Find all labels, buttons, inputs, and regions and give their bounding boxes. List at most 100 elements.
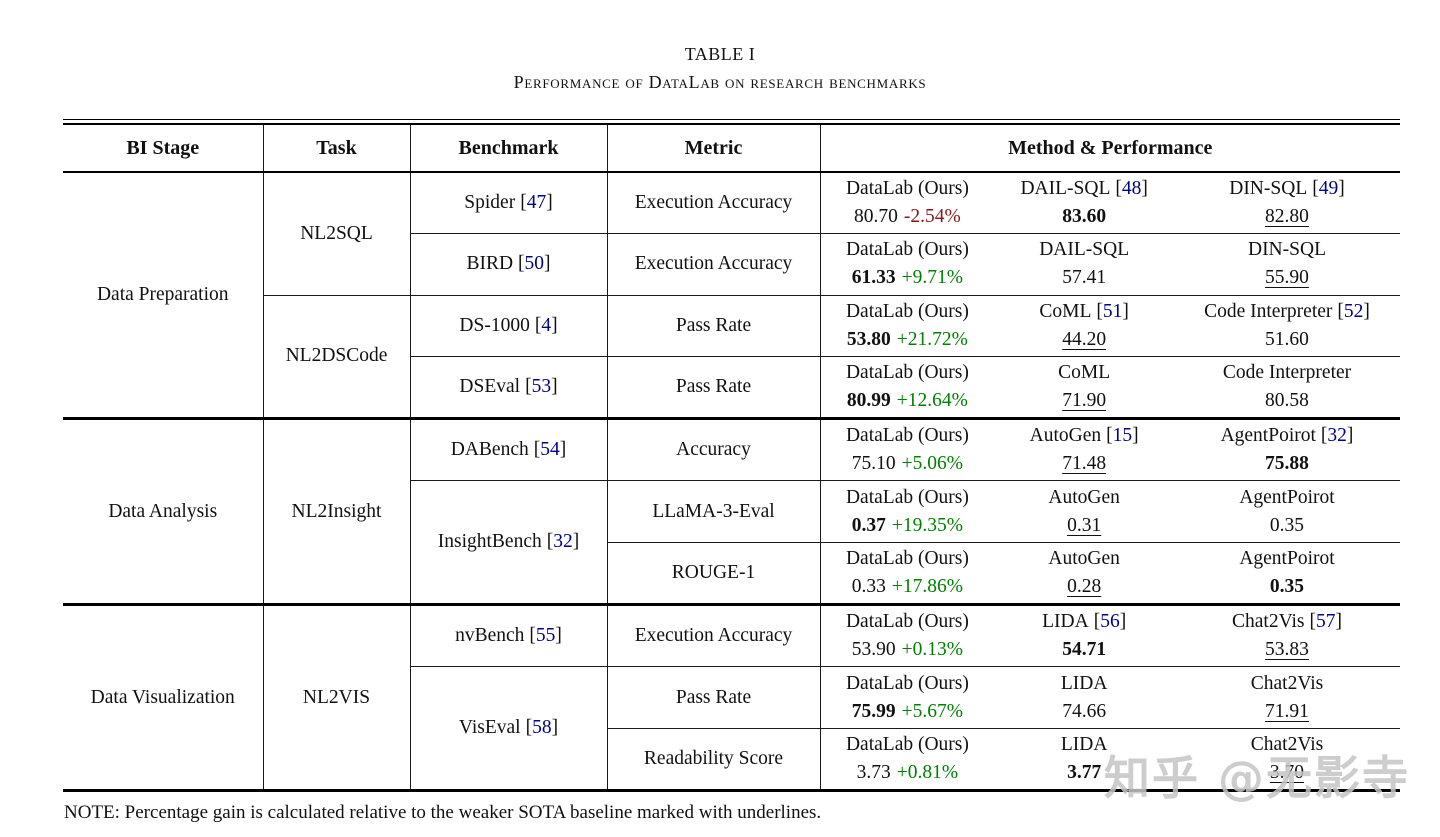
- benchmark-cell: BIRD50: [409, 233, 607, 296]
- method-entry: DIN-SQL 55.90: [1174, 234, 1400, 294]
- method-name: CoML51: [994, 298, 1174, 326]
- method-entry: DataLab (Ours) 0.33 +17.86%: [821, 543, 995, 603]
- method-value-line: 74.66: [994, 698, 1174, 726]
- table-row: NL2DSCode DS-10004 Pass Rate DataLab (Ou…: [63, 295, 1400, 421]
- method-entry: Chat2Vis 3.70: [1174, 729, 1400, 789]
- method-value-line: 71.48: [994, 450, 1174, 478]
- header-task: Task: [262, 124, 410, 173]
- method-name: DIN-SQL49: [1174, 175, 1400, 203]
- method-value-line: 3.70: [1174, 759, 1400, 787]
- gain-value: +5.67%: [901, 700, 964, 722]
- benchmark-cell: Spider47: [409, 172, 607, 235]
- benchmark-name: VisEval: [458, 717, 521, 739]
- citation: 55: [529, 625, 562, 646]
- method-entry: LIDA56 54.71: [994, 606, 1174, 666]
- method-value-line: 75.99 +5.67%: [821, 698, 995, 726]
- citation: 50: [518, 253, 551, 274]
- citation: 52: [1337, 301, 1370, 322]
- header-row: BI Stage Task Benchmark Metric Method & …: [63, 124, 1400, 173]
- method-name: Code Interpreter: [1222, 362, 1352, 384]
- citation: 48: [1115, 178, 1148, 199]
- method-value: 53.80: [846, 328, 891, 350]
- method-value-line: 0.35: [1174, 512, 1400, 540]
- method-value-line: 75.88: [1174, 450, 1400, 478]
- benchmark-cell: nvBench55: [409, 604, 607, 668]
- method-name: AgentPoirot: [1239, 547, 1335, 569]
- method-value: 71.90: [1062, 390, 1107, 412]
- method-performance-cell: DataLab (Ours) 75.10+5.06% AutoGen15 71.…: [819, 418, 1400, 482]
- method-value-line: 55.90: [1174, 264, 1400, 292]
- method-name: DataLab (Ours): [845, 425, 969, 447]
- method-entry: DAIL-SQL48 83.60: [994, 173, 1174, 233]
- metric-cell: Accuracy: [606, 418, 820, 482]
- method-performance-cell: DataLab (Ours) 3.73 +0.81% LIDA 3.77 Chat…: [819, 728, 1400, 791]
- method-value-line: 82.80: [1174, 203, 1400, 231]
- method-name: DataLab (Ours): [845, 672, 969, 694]
- benchmark-name: DABench: [450, 439, 529, 461]
- method-entry: AgentPoirot 0.35: [1174, 543, 1400, 603]
- method-entry: DAIL-SQL 57.41: [994, 234, 1174, 294]
- method-entry: Chat2Vis57 53.83: [1174, 606, 1400, 666]
- task-cell: NL2Insight: [262, 418, 410, 607]
- method-performance-cell: DataLab (Ours) 0.33 +17.86% AutoGen 0.28 …: [819, 542, 1400, 607]
- method-performance-cell: DataLab (Ours) 80.99 +12.64% CoML 71.90 C…: [819, 356, 1400, 421]
- citation: 49: [1312, 178, 1345, 199]
- method-name: DataLab (Ours): [845, 733, 969, 755]
- method-value: 57.41: [1062, 267, 1107, 289]
- method-value-line: 75.10 +5.06%: [821, 450, 995, 478]
- method-value-line: 0.35: [1174, 573, 1400, 601]
- table-row: Data Visualization NL2VIS nvBench55 Exec…: [63, 604, 1400, 791]
- method-name: DataLab (Ours): [845, 486, 969, 508]
- method-name: DataLab (Ours): [845, 178, 969, 200]
- method-name: Chat2Vis: [1250, 733, 1324, 755]
- method-name: Chat2Vis: [1250, 672, 1324, 694]
- method-value: 71.48: [1062, 453, 1107, 475]
- benchmark-cell: DS-10004: [409, 295, 607, 357]
- method-value: 0.28: [1067, 575, 1102, 597]
- stage-cell: Data Analysis: [63, 418, 263, 607]
- method-value-line: 51.60: [1174, 326, 1400, 354]
- benchmark-name: DSEval: [459, 376, 521, 398]
- method-name: DataLab (Ours): [845, 362, 969, 384]
- method-entry: DataLab (Ours) 75.99 +5.67%: [821, 668, 995, 728]
- task-cell: NL2DSCode: [262, 295, 410, 421]
- method-value: 54.71: [1062, 639, 1107, 661]
- table-title: Performance of DataLab on research bench…: [513, 72, 927, 92]
- method-value: 53.90: [851, 639, 896, 661]
- task-cell: NL2SQL: [262, 172, 410, 296]
- results-table: BI Stage Task Benchmark Metric Method & …: [63, 123, 1400, 792]
- method-value: 71.91: [1265, 700, 1309, 722]
- method-entry: DataLab (Ours) 53.90 +0.13%: [821, 606, 995, 666]
- task-cell: NL2VIS: [262, 604, 410, 791]
- method-value: 83.60: [1062, 206, 1107, 228]
- method-value: 61.33: [851, 267, 896, 289]
- method-entry: Code Interpreter 80.58: [1174, 357, 1400, 417]
- benchmark-name: BIRD: [466, 253, 514, 275]
- method-name: AutoGen: [1048, 486, 1120, 508]
- method-value: 44.20: [1062, 328, 1107, 350]
- gain-value: +0.81%: [896, 761, 959, 783]
- method-entry: AgentPoirot 0.35: [1174, 482, 1400, 542]
- method-value: 0.37: [851, 514, 886, 536]
- benchmark-name: nvBench: [455, 625, 525, 647]
- method-value-line: 53.83: [1174, 636, 1400, 664]
- citation: 47: [520, 192, 553, 213]
- citation: 51: [1096, 301, 1129, 322]
- gain-value: +12.64%: [896, 390, 968, 412]
- benchmark-cell: VisEval58: [409, 666, 607, 791]
- method-value: 0.35: [1269, 514, 1305, 536]
- metric-cell: Execution Accuracy: [606, 604, 820, 668]
- benchmark-name: InsightBench: [437, 531, 542, 553]
- metric-cell: Readability Score: [606, 728, 820, 791]
- results-table-wrapper: BI Stage Task Benchmark Metric Method & …: [63, 119, 1400, 792]
- method-performance-cell: DataLab (Ours) 75.99 +5.67% LIDA 74.66 Ch…: [819, 666, 1400, 729]
- method-entry: LIDA 74.66: [994, 668, 1174, 728]
- table-caption: TABLE I Performance of DataLab on resear…: [0, 44, 1440, 93]
- method-value-line: 71.90: [994, 387, 1174, 415]
- method-entry: DataLab (Ours) 80.70 -2.54%: [821, 173, 995, 233]
- gain-value: +21.72%: [896, 328, 968, 350]
- metric-cell: Pass Rate: [606, 295, 820, 357]
- method-value-line: 54.71: [994, 636, 1174, 664]
- benchmark-cell: DABench54: [409, 418, 607, 482]
- method-entry: DataLab (Ours) 75.10 +5.06%: [821, 420, 995, 480]
